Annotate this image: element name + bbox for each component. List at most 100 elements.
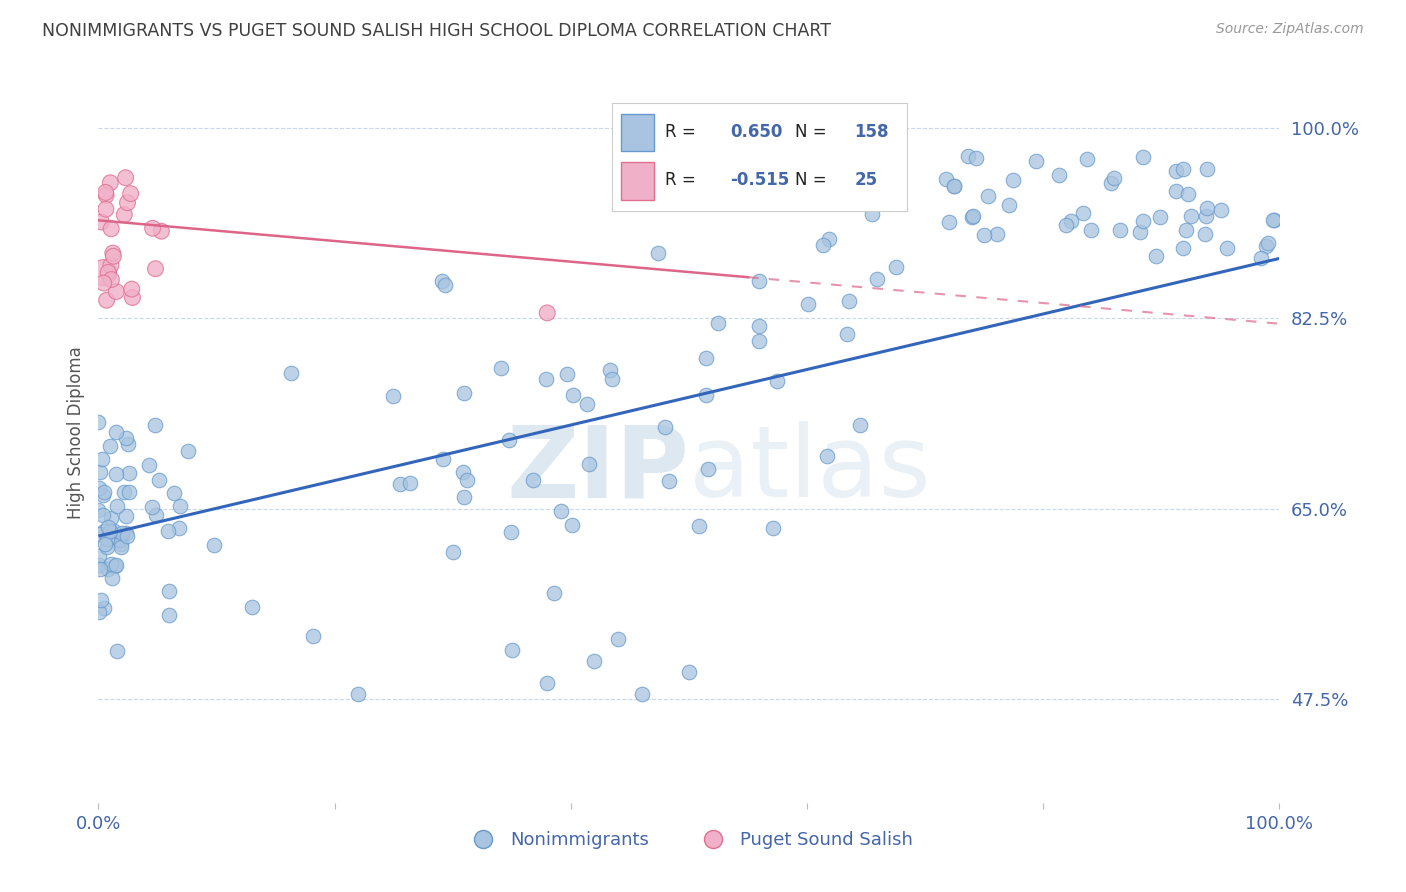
Point xyxy=(157,584,180,599)
Point xyxy=(96,293,118,308)
Point xyxy=(561,517,583,532)
Point xyxy=(97,265,120,279)
Point xyxy=(94,188,117,202)
Point xyxy=(1073,205,1095,219)
Point xyxy=(1263,213,1285,227)
Point xyxy=(94,186,117,200)
Point xyxy=(202,537,225,551)
Point xyxy=(489,361,512,376)
Point xyxy=(997,197,1019,211)
Point xyxy=(96,532,118,546)
Point xyxy=(818,232,841,246)
Point xyxy=(456,474,478,488)
Point xyxy=(536,372,558,386)
Point xyxy=(555,367,578,381)
Point xyxy=(157,608,180,623)
Point xyxy=(115,431,138,445)
Point xyxy=(100,221,122,235)
Point xyxy=(1129,225,1152,239)
Point xyxy=(89,549,111,564)
Point xyxy=(762,521,785,535)
Point xyxy=(441,544,464,558)
Point xyxy=(280,366,302,380)
Point xyxy=(1149,210,1171,224)
Point xyxy=(688,518,710,533)
Point xyxy=(121,291,143,305)
Point xyxy=(97,561,120,575)
Point xyxy=(100,557,122,571)
Legend: Nonimmigrants, Puget Sound Salish: Nonimmigrants, Puget Sound Salish xyxy=(458,824,920,856)
Point xyxy=(148,473,170,487)
Point xyxy=(430,273,453,287)
Point xyxy=(91,508,114,522)
Point xyxy=(101,246,124,260)
Point xyxy=(110,537,132,551)
Point xyxy=(536,676,558,690)
Point xyxy=(837,168,859,182)
Point xyxy=(696,462,718,476)
Point xyxy=(87,503,110,517)
Point xyxy=(432,452,454,467)
Point xyxy=(93,537,115,551)
Point xyxy=(543,586,565,600)
Point xyxy=(814,192,837,206)
Point xyxy=(118,466,141,480)
Point xyxy=(1054,218,1077,232)
Point xyxy=(100,259,122,273)
Point xyxy=(105,500,128,514)
Point xyxy=(98,176,121,190)
Point xyxy=(169,499,191,513)
Point xyxy=(986,227,1008,241)
Point xyxy=(389,477,412,491)
Point xyxy=(434,278,457,293)
Point xyxy=(583,654,606,668)
Point xyxy=(97,520,120,534)
Point xyxy=(302,629,325,643)
Point xyxy=(599,363,621,377)
Point xyxy=(1025,154,1047,169)
Point xyxy=(501,524,523,539)
Point xyxy=(145,508,167,522)
Point xyxy=(114,526,136,541)
Point xyxy=(1164,184,1187,198)
Text: atlas: atlas xyxy=(689,421,931,518)
Point xyxy=(145,418,167,433)
Point xyxy=(600,372,623,386)
Point xyxy=(87,558,110,572)
Point xyxy=(100,272,122,286)
Point xyxy=(707,316,730,330)
Point xyxy=(973,228,995,243)
Point xyxy=(89,465,111,479)
Point xyxy=(103,524,125,538)
Point xyxy=(808,166,831,180)
Point xyxy=(607,632,630,647)
Point xyxy=(695,351,717,366)
Point xyxy=(1209,202,1232,217)
Point xyxy=(117,437,139,451)
Point xyxy=(121,282,143,296)
Point xyxy=(1254,239,1277,253)
Point xyxy=(145,261,167,276)
Point xyxy=(1144,249,1167,263)
Point xyxy=(942,179,965,194)
Point xyxy=(110,540,132,554)
Point xyxy=(100,570,122,584)
Point xyxy=(96,540,118,554)
Point xyxy=(90,215,112,229)
Point xyxy=(1171,241,1194,255)
Point xyxy=(1102,171,1125,186)
Point xyxy=(1194,209,1216,223)
Point xyxy=(976,189,998,203)
Point xyxy=(87,415,110,429)
Point xyxy=(1132,151,1154,165)
Point xyxy=(399,475,422,490)
Text: NONIMMIGRANTS VS PUGET SOUND SALISH HIGH SCHOOL DIPLOMA CORRELATION CHART: NONIMMIGRANTS VS PUGET SOUND SALISH HIGH… xyxy=(42,22,831,40)
Point xyxy=(630,687,652,701)
Point xyxy=(108,533,131,547)
Point xyxy=(98,524,121,539)
Point xyxy=(93,266,115,280)
Point xyxy=(748,274,770,288)
Point xyxy=(138,458,160,473)
Point xyxy=(965,151,987,165)
Point xyxy=(935,171,957,186)
